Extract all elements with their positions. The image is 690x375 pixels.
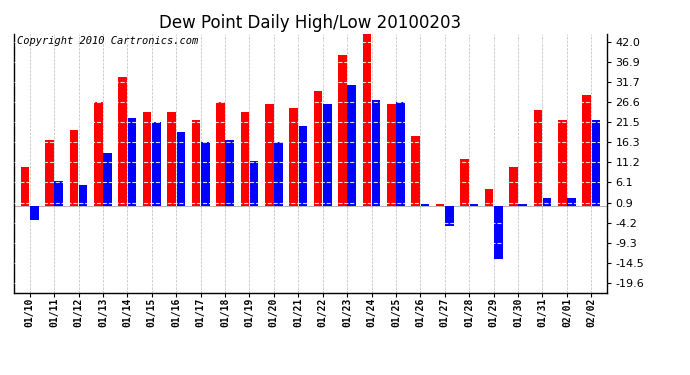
Bar <box>470 204 478 206</box>
Bar <box>104 153 112 206</box>
Bar <box>485 189 493 206</box>
Bar <box>94 102 103 206</box>
Bar <box>177 132 185 206</box>
Bar <box>494 206 502 259</box>
Bar <box>518 204 527 206</box>
Bar <box>167 112 176 206</box>
Bar <box>79 185 88 206</box>
Text: Copyright 2010 Cartronics.com: Copyright 2010 Cartronics.com <box>17 36 198 46</box>
Bar <box>250 161 258 206</box>
Bar <box>372 100 380 206</box>
Bar <box>592 120 600 206</box>
Bar <box>55 181 63 206</box>
Title: Dew Point Daily High/Low 20100203: Dew Point Daily High/Low 20100203 <box>159 14 462 32</box>
Bar <box>363 32 371 206</box>
Bar <box>201 142 210 206</box>
Bar <box>411 136 420 206</box>
Bar <box>558 120 566 206</box>
Bar <box>348 85 356 206</box>
Bar <box>226 140 234 206</box>
Bar <box>338 56 347 206</box>
Bar <box>70 130 78 206</box>
Bar <box>299 126 307 206</box>
Bar <box>314 91 322 206</box>
Bar <box>216 102 225 206</box>
Bar <box>421 204 429 206</box>
Bar <box>152 122 161 206</box>
Bar <box>543 198 551 206</box>
Bar <box>274 142 283 206</box>
Bar <box>45 140 54 206</box>
Bar <box>445 206 454 226</box>
Bar <box>265 104 273 206</box>
Bar <box>323 104 332 206</box>
Bar <box>509 167 518 206</box>
Bar <box>192 120 200 206</box>
Bar <box>396 102 405 206</box>
Bar <box>436 204 444 206</box>
Bar <box>143 112 151 206</box>
Bar <box>119 77 127 206</box>
Bar <box>533 110 542 206</box>
Bar <box>241 112 249 206</box>
Bar <box>567 198 576 206</box>
Bar <box>289 108 298 206</box>
Bar <box>387 104 395 206</box>
Bar <box>460 159 469 206</box>
Bar <box>30 206 39 220</box>
Bar <box>21 167 29 206</box>
Bar <box>128 118 136 206</box>
Bar <box>582 94 591 206</box>
